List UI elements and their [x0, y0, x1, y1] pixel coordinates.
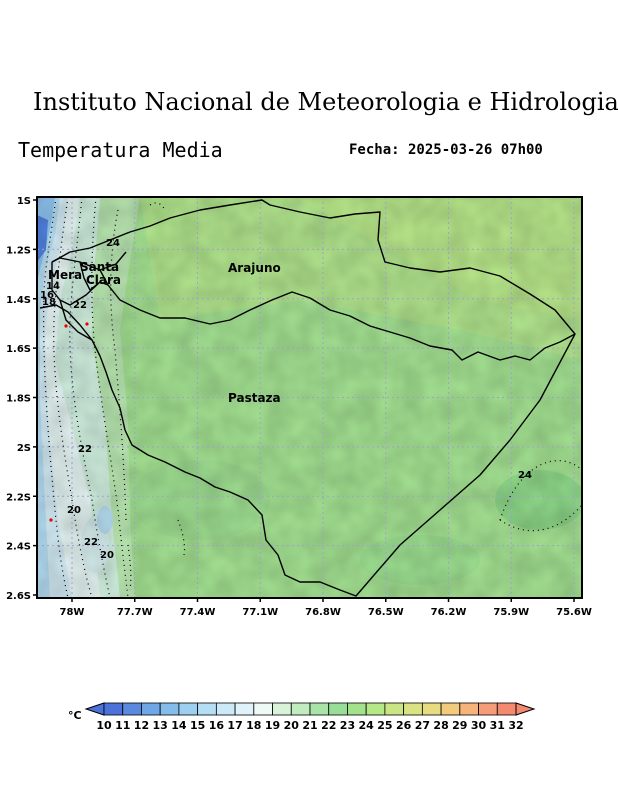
- lat-tick-label: 2.4S: [6, 542, 31, 553]
- legend-swatch: [103, 702, 124, 716]
- lon-tick-label: 75.9W: [493, 607, 529, 618]
- lon-tick-label: 76.8W: [305, 607, 341, 618]
- contour-label: 18: [42, 297, 56, 308]
- lat-tick-label: 1.4S: [6, 295, 31, 306]
- legend-swatch: [496, 702, 517, 716]
- longitude-axis: 78W 77.7W 77.4W 77.1W 76.8W 76.5W 76.2W 75.9W 75…: [60, 598, 592, 618]
- legend-tick-label: 23: [340, 719, 355, 732]
- legend-swatch: [478, 702, 498, 716]
- institute-title: Instituto Nacional de Meteorologia e Hid…: [33, 88, 618, 116]
- legend-swatch: [309, 702, 330, 716]
- lon-tick-label: 77.7W: [117, 607, 153, 618]
- lat-tick-label: 1.6S: [6, 344, 31, 355]
- legend-tick-label: 10: [96, 719, 112, 732]
- legend-swatch: [215, 702, 236, 716]
- contour-label: 16: [40, 290, 54, 301]
- legend-tick-label: 15: [190, 719, 205, 732]
- contour-lines: [43, 197, 582, 598]
- legend-swatch: [290, 702, 311, 716]
- legend-tick-label: 14: [171, 719, 187, 732]
- legend-tick-label: 17: [227, 719, 242, 732]
- lat-tick-label: 2.2S: [6, 492, 31, 503]
- color-legend: 10 11 12 13 14 15 16 17 18 19 20 21 22 23 24 25 26 27 28 29…: [84, 702, 536, 732]
- legend-swatch: [328, 702, 348, 716]
- legend-swatch: [440, 702, 461, 716]
- legend-swatch: [272, 702, 292, 716]
- legend-swatch: [403, 702, 423, 716]
- legend-tick-label: 26: [396, 719, 412, 732]
- lon-tick-label: 75.6W: [556, 607, 592, 618]
- date-label: Fecha: 2025-03-26 07h00: [349, 142, 543, 158]
- lat-tick-label: 2S: [17, 443, 31, 454]
- lat-tick-label: 1.8S: [6, 394, 31, 405]
- legend-swatch: [365, 702, 386, 716]
- legend-swatch: [178, 702, 199, 716]
- legend-tick-label: 22: [321, 719, 336, 732]
- lat-tick-label: 1S: [17, 196, 31, 207]
- latitude-axis: 1S 1.2S 1.4S 1.6S 1.8S 2S 2.2S 2.4S 2.6S: [6, 196, 37, 602]
- legend-tick-label: 12: [134, 719, 149, 732]
- lon-tick-label: 77.4W: [180, 607, 216, 618]
- legend-swatch: [141, 702, 161, 716]
- contour-label: 24: [518, 470, 532, 481]
- legend-unit: °C: [68, 709, 82, 722]
- legend-tick-label: 32: [508, 719, 523, 732]
- legend-tick-label: 16: [209, 719, 225, 732]
- lat-tick-label: 1.2S: [6, 245, 31, 256]
- lon-tick-label: 76.2W: [431, 607, 467, 618]
- contour-label: 24: [106, 238, 120, 249]
- legend-swatch: [122, 702, 142, 716]
- temperature-field: Arajuno Pastaza Santa Clara Mera 24 14 16…: [37, 197, 582, 598]
- legend-tick-label: 18: [246, 719, 261, 732]
- legend-swatch: [197, 702, 217, 716]
- legend-tick-label: 20: [284, 719, 300, 732]
- region-label-pastaza: Pastaza: [228, 391, 281, 405]
- legend-tick-label: 27: [415, 719, 430, 732]
- legend-tick-label: 29: [452, 719, 467, 732]
- legend-swatch: [459, 702, 479, 716]
- region-label-mera: Mera: [48, 268, 82, 282]
- contour-label: 14: [46, 281, 60, 292]
- contour-label: 20: [100, 550, 114, 561]
- contour-label: 22: [73, 300, 87, 311]
- lon-tick-label: 77.1W: [242, 607, 278, 618]
- lon-tick-label: 78W: [60, 607, 85, 618]
- legend-tick-label: 21: [302, 719, 317, 732]
- legend-tick-label: 30: [471, 719, 487, 732]
- variable-title: Temperatura Media: [18, 138, 223, 162]
- legend-swatch: [159, 702, 180, 716]
- legend-swatch: [234, 702, 255, 716]
- contour-label: 22: [84, 537, 98, 548]
- legend-swatch: [253, 702, 273, 716]
- legend-swatch: [347, 702, 367, 716]
- province-boundaries: [39, 199, 576, 597]
- legend-tick-label: 11: [115, 719, 130, 732]
- contour-label: 20: [67, 505, 81, 516]
- region-label-arajuno: Arajuno: [228, 261, 281, 275]
- legend-swatch: [384, 702, 405, 716]
- legend-tick-label: 13: [153, 719, 168, 732]
- lon-tick-label: 76.5W: [368, 607, 404, 618]
- legend-tick-label: 24: [359, 719, 375, 732]
- contour-label: 22: [78, 444, 92, 455]
- legend-tick-label: 31: [490, 719, 505, 732]
- region-label-santa-clara: Santa Clara: [80, 260, 121, 287]
- legend-tick-label: 25: [377, 719, 392, 732]
- legend-tick-label: 19: [265, 719, 280, 732]
- lat-tick-label: 2.6S: [6, 591, 31, 602]
- station-markers: [49, 322, 89, 522]
- legend-swatch: [421, 702, 442, 716]
- legend-tick-label: 28: [433, 719, 448, 732]
